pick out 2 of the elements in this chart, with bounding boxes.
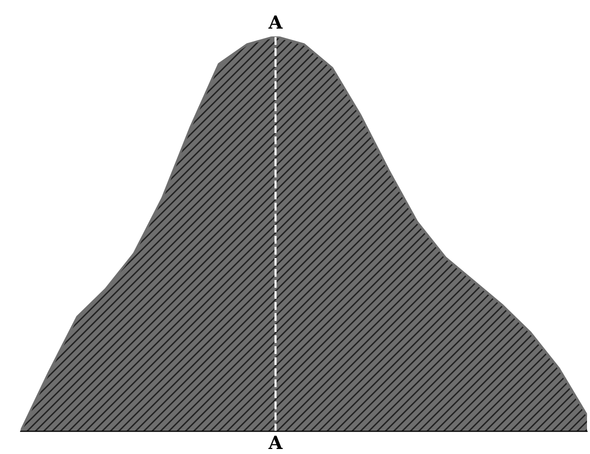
text: A	[268, 436, 283, 449]
text: A	[268, 15, 283, 29]
